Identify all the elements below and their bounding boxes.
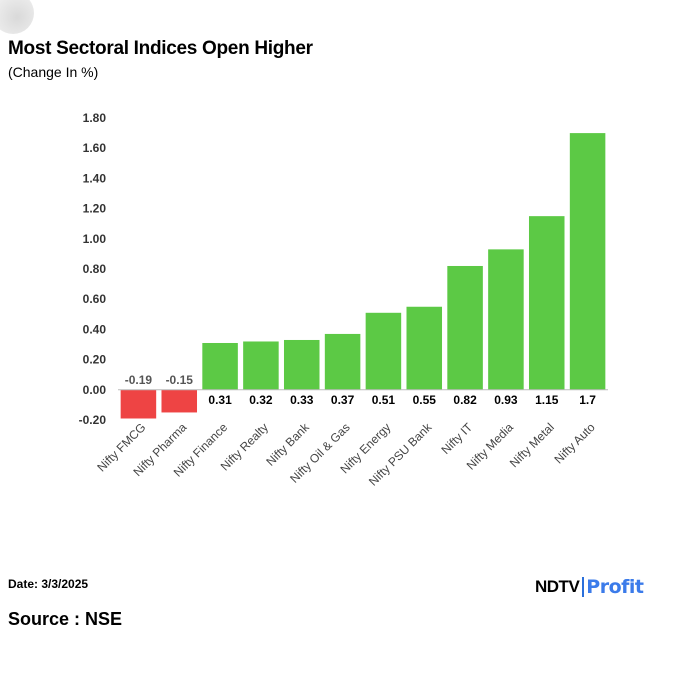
bar xyxy=(569,133,606,390)
x-tick-label: Nifty IT xyxy=(438,420,475,457)
y-tick-label: -0.20 xyxy=(79,413,107,427)
y-tick-label: 0.20 xyxy=(83,353,107,367)
y-tick-label: 1.20 xyxy=(83,202,107,216)
bar xyxy=(406,306,443,390)
y-tick-label: 0.00 xyxy=(83,383,107,397)
data-label: 1.15 xyxy=(535,393,559,407)
bar xyxy=(447,265,483,390)
x-tick-label: Nifty Auto xyxy=(551,420,597,466)
data-label: -0.15 xyxy=(166,373,194,387)
data-label: 0.55 xyxy=(413,393,437,407)
data-label: 0.31 xyxy=(208,393,232,407)
data-labels: -0.19 -0.15 0.31 0.32 0.33 0.37 0.51 0.55 0.82 0.… xyxy=(125,373,597,407)
y-tick-label: 0.80 xyxy=(83,262,107,276)
data-label: 0.51 xyxy=(372,393,396,407)
y-tick-label: 1.80 xyxy=(83,111,107,125)
brand-profit: Profit xyxy=(586,576,644,598)
data-label: 1.7 xyxy=(579,393,596,407)
x-tick-label: Nifty Metal xyxy=(507,420,557,470)
brand-logo: NDTV Profit xyxy=(535,574,644,600)
data-label: 0.32 xyxy=(249,393,273,407)
chart-title: Most Sectoral Indices Open Higher xyxy=(8,38,313,59)
bar-chart: 1.80 1.60 1.40 1.20 1.00 0.80 0.60 0.40 0.20 0.00… xyxy=(79,111,608,489)
source-label: Source : NSE xyxy=(8,609,123,629)
y-tick-label: 1.40 xyxy=(83,171,107,185)
data-label: 0.82 xyxy=(453,393,477,407)
bars xyxy=(118,133,608,419)
bar xyxy=(488,249,524,390)
bar xyxy=(161,389,198,413)
bar xyxy=(365,312,402,390)
y-tick-label: 1.60 xyxy=(83,141,107,155)
data-label: 0.33 xyxy=(290,393,314,407)
date-label: Date: 3/3/2025 xyxy=(8,577,89,591)
bar xyxy=(120,389,157,419)
y-tick-label: 0.60 xyxy=(83,292,107,306)
data-label: 0.37 xyxy=(331,393,355,407)
brand-ndtv: NDTV xyxy=(535,577,580,596)
y-axis: 1.80 1.60 1.40 1.20 1.00 0.80 0.60 0.40 0.20 0.00… xyxy=(79,111,107,427)
bar xyxy=(243,341,279,390)
data-label: -0.19 xyxy=(125,373,153,387)
bar xyxy=(202,342,238,390)
y-tick-label: 0.40 xyxy=(83,322,107,336)
brand-separator xyxy=(582,577,585,597)
chart-subtitle: (Change In %) xyxy=(8,64,99,80)
bar xyxy=(324,333,361,390)
bar xyxy=(283,339,320,390)
bar xyxy=(528,216,565,390)
data-label: 0.93 xyxy=(494,393,518,407)
y-tick-label: 1.00 xyxy=(83,232,107,246)
